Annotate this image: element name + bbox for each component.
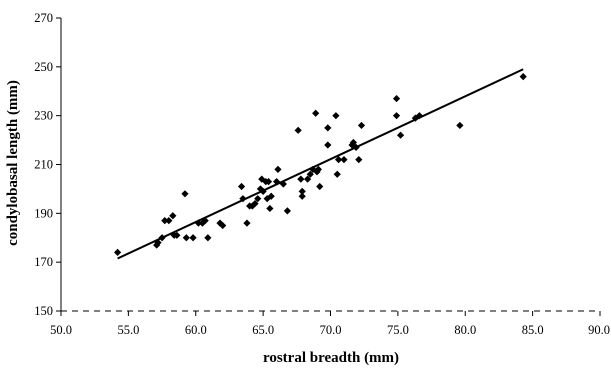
data-point — [324, 124, 332, 132]
data-point — [355, 156, 363, 164]
data-point — [349, 138, 358, 147]
y-tick-label: 250 — [34, 60, 53, 74]
data-point — [165, 217, 173, 225]
data-point — [113, 248, 122, 256]
data-point — [181, 190, 189, 198]
y-tick-label: 270 — [34, 11, 53, 25]
data-point — [204, 234, 212, 242]
trendline — [117, 68, 524, 260]
x-tick-label: 75.0 — [387, 323, 409, 337]
data-point — [312, 109, 320, 117]
data-point — [340, 156, 348, 164]
data-point — [294, 126, 302, 134]
y-tick-label: 230 — [34, 109, 53, 123]
x-tick-label: 70.0 — [320, 323, 342, 337]
x-axis: 50.0 55.0 60.0 65.0 70.0 75.0 80.0 85.0 90.0 — [50, 310, 610, 337]
data-point — [519, 73, 527, 81]
data-point — [266, 204, 274, 213]
data-point — [334, 156, 343, 164]
data-point — [283, 207, 291, 215]
y-axis: 150 170 190 210 230 250 270 — [34, 11, 62, 318]
data-point — [264, 177, 273, 186]
x-tick-label: 65.0 — [252, 323, 274, 337]
data-point — [161, 217, 169, 225]
data-point — [254, 195, 262, 203]
data-point — [251, 199, 259, 208]
data-point — [314, 165, 322, 173]
y-tick-label: 150 — [34, 304, 53, 318]
y-tick-label: 190 — [34, 206, 53, 220]
x-tick-label: 50.0 — [50, 323, 72, 337]
data-point — [169, 212, 177, 220]
data-point — [324, 141, 332, 149]
data-point — [243, 219, 251, 227]
y-axis-title: condylobasal length (mm) — [5, 80, 21, 246]
data-point — [316, 182, 324, 191]
data-point — [456, 121, 464, 130]
data-point — [298, 187, 306, 195]
data-point — [396, 131, 405, 139]
data-point — [273, 177, 281, 186]
data-point — [298, 192, 306, 200]
x-tick-label: 85.0 — [522, 323, 544, 337]
data-point — [237, 182, 246, 191]
x-tick-label: 90.0 — [588, 323, 610, 337]
data-point — [297, 175, 305, 183]
data-point — [258, 175, 266, 183]
x-tick-label: 60.0 — [185, 323, 207, 337]
data-point — [306, 170, 314, 178]
data-point — [189, 234, 197, 242]
data-point — [392, 94, 401, 103]
y-tick-label: 210 — [34, 158, 53, 172]
data-point — [332, 112, 340, 120]
data-point — [303, 175, 312, 183]
data-point — [392, 112, 401, 120]
data-point — [357, 121, 366, 130]
x-tick-label: 55.0 — [117, 323, 139, 337]
x-tick-label: 80.0 — [454, 323, 476, 337]
data-point — [267, 192, 275, 200]
data-point — [219, 221, 227, 230]
data-point — [182, 234, 190, 242]
data-point — [274, 165, 282, 173]
data-point — [333, 170, 341, 178]
data-point — [313, 168, 321, 176]
y-tick-label: 170 — [34, 255, 53, 269]
data-point — [173, 231, 181, 239]
data-point — [279, 180, 287, 188]
x-axis-title: rostral breadth (mm) — [263, 350, 399, 366]
